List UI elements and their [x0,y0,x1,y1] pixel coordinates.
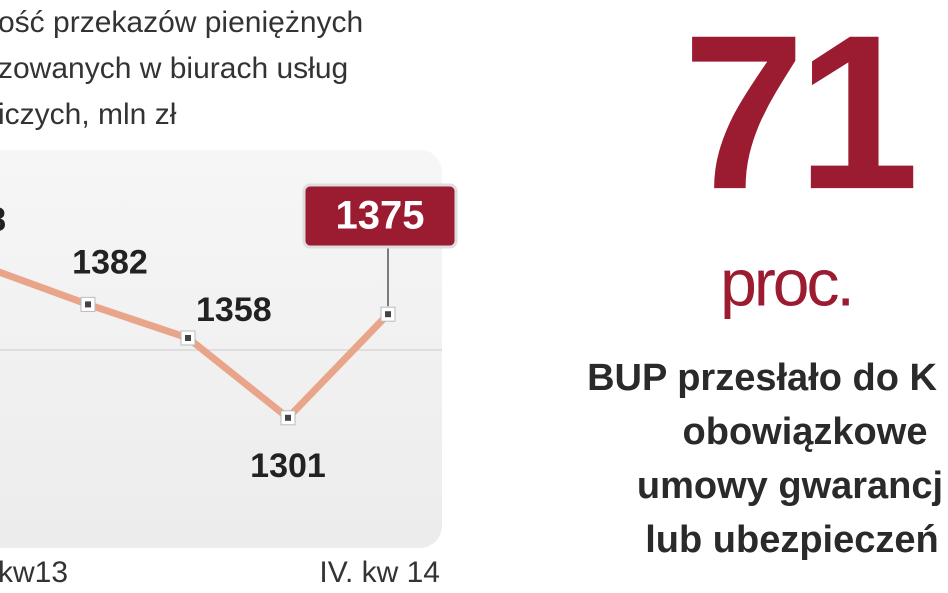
value-label: 1382 [72,243,148,281]
chart-title: zowanych w biurach usług [0,52,348,85]
callout-box [302,183,458,249]
value-label: 1375 [336,194,425,238]
x-tick-label: IV. kw 14 [319,556,440,589]
x-tick-label: kw13 [0,556,68,589]
point-center [285,414,291,421]
caption: BUP przesłało do K [587,357,937,399]
chart-title: ość przekazów pieniężnych [0,6,363,39]
chart-title: iczych, mln zł [0,98,177,131]
point-center [185,335,191,341]
big-unit: proc. [720,245,852,319]
point-center [385,311,391,318]
point-center [85,301,91,308]
caption: obowiązkowe [683,411,928,453]
big-number: 71 [683,0,914,235]
value-label: 8 [0,201,6,239]
caption: umowy gwarancj [637,465,943,507]
value-label: 1358 [196,291,272,329]
plot-background [0,150,442,548]
caption: lub ubezpieczeń [645,519,938,561]
value-label: 1301 [250,447,326,485]
